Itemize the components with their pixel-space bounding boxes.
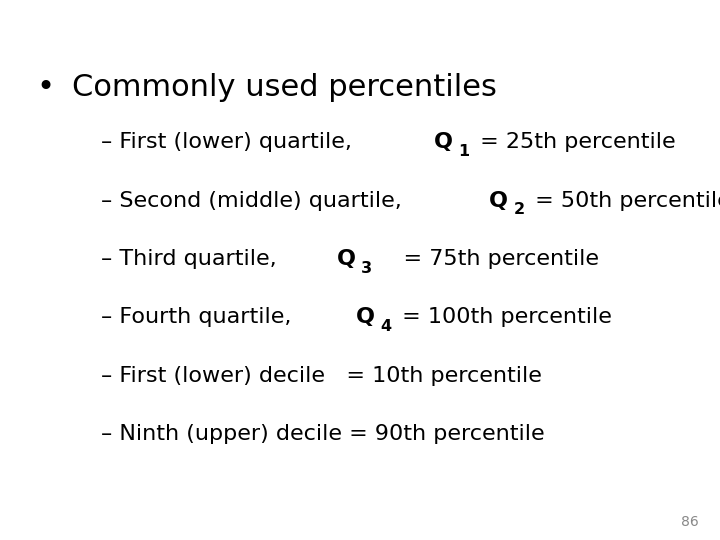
Text: – Second (middle) quartile,: – Second (middle) quartile,: [101, 191, 402, 211]
Text: 86: 86: [680, 515, 698, 529]
Text: – Ninth (upper) decile = 90th percentile: – Ninth (upper) decile = 90th percentile: [101, 424, 544, 444]
Text: 3: 3: [361, 261, 372, 276]
Text: = 50th percentile: = 50th percentile: [528, 191, 720, 211]
Text: 2: 2: [513, 202, 524, 218]
Text: – Fourth quartile,: – Fourth quartile,: [101, 307, 298, 327]
Text: 1: 1: [458, 144, 469, 159]
Text: Commonly used percentiles: Commonly used percentiles: [72, 73, 497, 102]
Text: – First (lower) quartile,: – First (lower) quartile,: [101, 132, 359, 152]
Text: = 100th percentile: = 100th percentile: [395, 307, 611, 327]
Text: Q: Q: [337, 249, 356, 269]
Text: Q: Q: [489, 191, 508, 211]
Text: – First (lower) decile   = 10th percentile: – First (lower) decile = 10th percentile: [101, 366, 541, 386]
Text: 4: 4: [380, 319, 391, 334]
Text: •: •: [36, 73, 54, 102]
Text: = 75th percentile: = 75th percentile: [375, 249, 600, 269]
Text: – Third quartile,: – Third quartile,: [101, 249, 284, 269]
Text: Q: Q: [433, 132, 453, 152]
Text: = 25th percentile: = 25th percentile: [472, 132, 675, 152]
Text: Q: Q: [356, 307, 374, 327]
